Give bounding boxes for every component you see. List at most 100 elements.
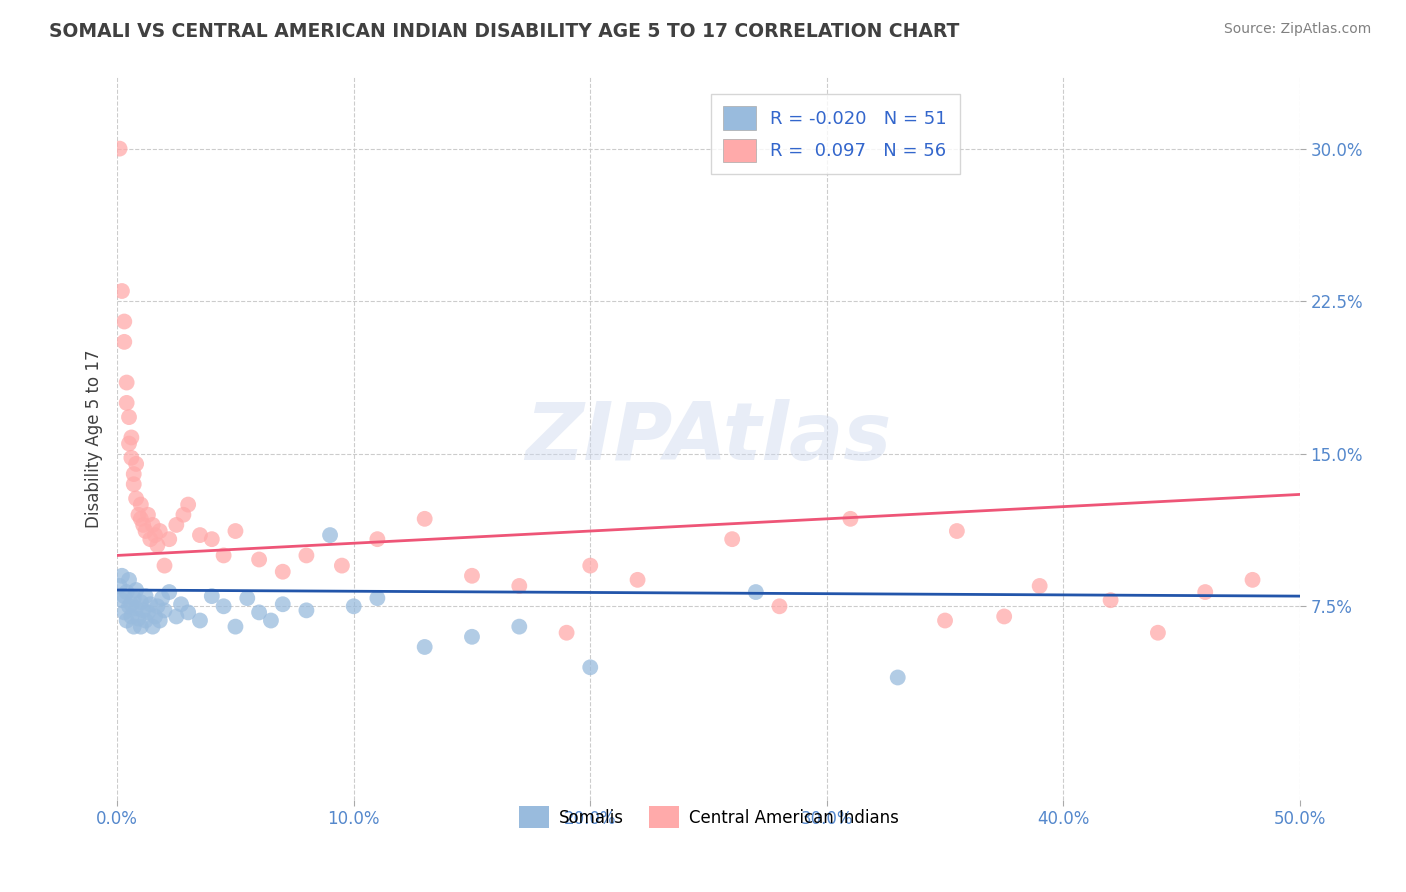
Point bbox=[149, 614, 172, 628]
Point bbox=[120, 597, 142, 611]
Point bbox=[626, 573, 648, 587]
Point bbox=[143, 609, 166, 624]
Point bbox=[146, 538, 169, 552]
Point bbox=[1241, 573, 1264, 587]
Text: ZIPAtlas: ZIPAtlas bbox=[526, 400, 891, 477]
Point bbox=[122, 591, 145, 606]
Point bbox=[1099, 593, 1122, 607]
Point bbox=[150, 591, 173, 606]
Point bbox=[413, 512, 436, 526]
Legend: Somalis, Central American Indians: Somalis, Central American Indians bbox=[512, 800, 905, 835]
Point bbox=[146, 599, 169, 614]
Point bbox=[236, 591, 259, 606]
Point bbox=[934, 614, 956, 628]
Point bbox=[165, 517, 187, 532]
Point bbox=[188, 528, 211, 542]
Point bbox=[136, 606, 159, 620]
Point bbox=[111, 568, 134, 582]
Point bbox=[839, 512, 862, 526]
Text: Source: ZipAtlas.com: Source: ZipAtlas.com bbox=[1223, 22, 1371, 37]
Point bbox=[157, 532, 180, 546]
Point bbox=[1147, 625, 1170, 640]
Point bbox=[271, 597, 294, 611]
Point bbox=[295, 549, 318, 563]
Point bbox=[125, 601, 148, 615]
Point bbox=[260, 614, 283, 628]
Point bbox=[366, 591, 388, 606]
Point bbox=[129, 619, 152, 633]
Point bbox=[132, 517, 155, 532]
Point bbox=[319, 528, 342, 542]
Point bbox=[330, 558, 353, 573]
Point bbox=[132, 603, 155, 617]
Point bbox=[112, 606, 135, 620]
Point bbox=[247, 606, 270, 620]
Point bbox=[579, 660, 602, 674]
Point bbox=[170, 597, 193, 611]
Point bbox=[118, 599, 141, 614]
Point bbox=[129, 595, 152, 609]
Point bbox=[247, 552, 270, 566]
Point bbox=[172, 508, 194, 522]
Point bbox=[177, 606, 200, 620]
Point bbox=[108, 579, 131, 593]
Point bbox=[413, 640, 436, 654]
Y-axis label: Disability Age 5 to 17: Disability Age 5 to 17 bbox=[86, 350, 103, 528]
Point bbox=[120, 450, 142, 465]
Point bbox=[112, 589, 135, 603]
Point bbox=[111, 284, 134, 298]
Point bbox=[142, 517, 165, 532]
Point bbox=[120, 609, 142, 624]
Point bbox=[115, 585, 138, 599]
Point bbox=[112, 314, 135, 328]
Point bbox=[136, 508, 159, 522]
Point bbox=[143, 528, 166, 542]
Point bbox=[224, 524, 246, 538]
Point bbox=[993, 609, 1015, 624]
Point bbox=[721, 532, 744, 546]
Point bbox=[129, 498, 152, 512]
Text: SOMALI VS CENTRAL AMERICAN INDIAN DISABILITY AGE 5 TO 17 CORRELATION CHART: SOMALI VS CENTRAL AMERICAN INDIAN DISABI… bbox=[49, 22, 959, 41]
Point bbox=[201, 589, 224, 603]
Point bbox=[461, 568, 484, 582]
Point bbox=[135, 614, 157, 628]
Point bbox=[115, 614, 138, 628]
Point bbox=[201, 532, 224, 546]
Point bbox=[157, 585, 180, 599]
Point bbox=[1194, 585, 1216, 599]
Point bbox=[1028, 579, 1050, 593]
Point bbox=[745, 585, 768, 599]
Point bbox=[165, 609, 187, 624]
Point bbox=[508, 579, 530, 593]
Point bbox=[212, 599, 235, 614]
Point bbox=[271, 565, 294, 579]
Point bbox=[135, 524, 157, 538]
Point bbox=[135, 589, 157, 603]
Point bbox=[122, 467, 145, 481]
Point bbox=[108, 142, 131, 156]
Point bbox=[125, 491, 148, 506]
Point bbox=[115, 376, 138, 390]
Point bbox=[461, 630, 484, 644]
Point bbox=[127, 508, 149, 522]
Point bbox=[768, 599, 790, 614]
Point bbox=[112, 334, 135, 349]
Point bbox=[177, 498, 200, 512]
Point bbox=[120, 430, 142, 444]
Point bbox=[343, 599, 366, 614]
Point bbox=[149, 524, 172, 538]
Point bbox=[111, 593, 134, 607]
Point bbox=[122, 619, 145, 633]
Point bbox=[555, 625, 578, 640]
Point bbox=[212, 549, 235, 563]
Point bbox=[142, 619, 165, 633]
Point bbox=[153, 603, 176, 617]
Point bbox=[125, 582, 148, 597]
Point bbox=[139, 532, 162, 546]
Point bbox=[118, 436, 141, 450]
Point bbox=[579, 558, 602, 573]
Point bbox=[139, 597, 162, 611]
Point bbox=[129, 512, 152, 526]
Point bbox=[366, 532, 388, 546]
Point bbox=[115, 396, 138, 410]
